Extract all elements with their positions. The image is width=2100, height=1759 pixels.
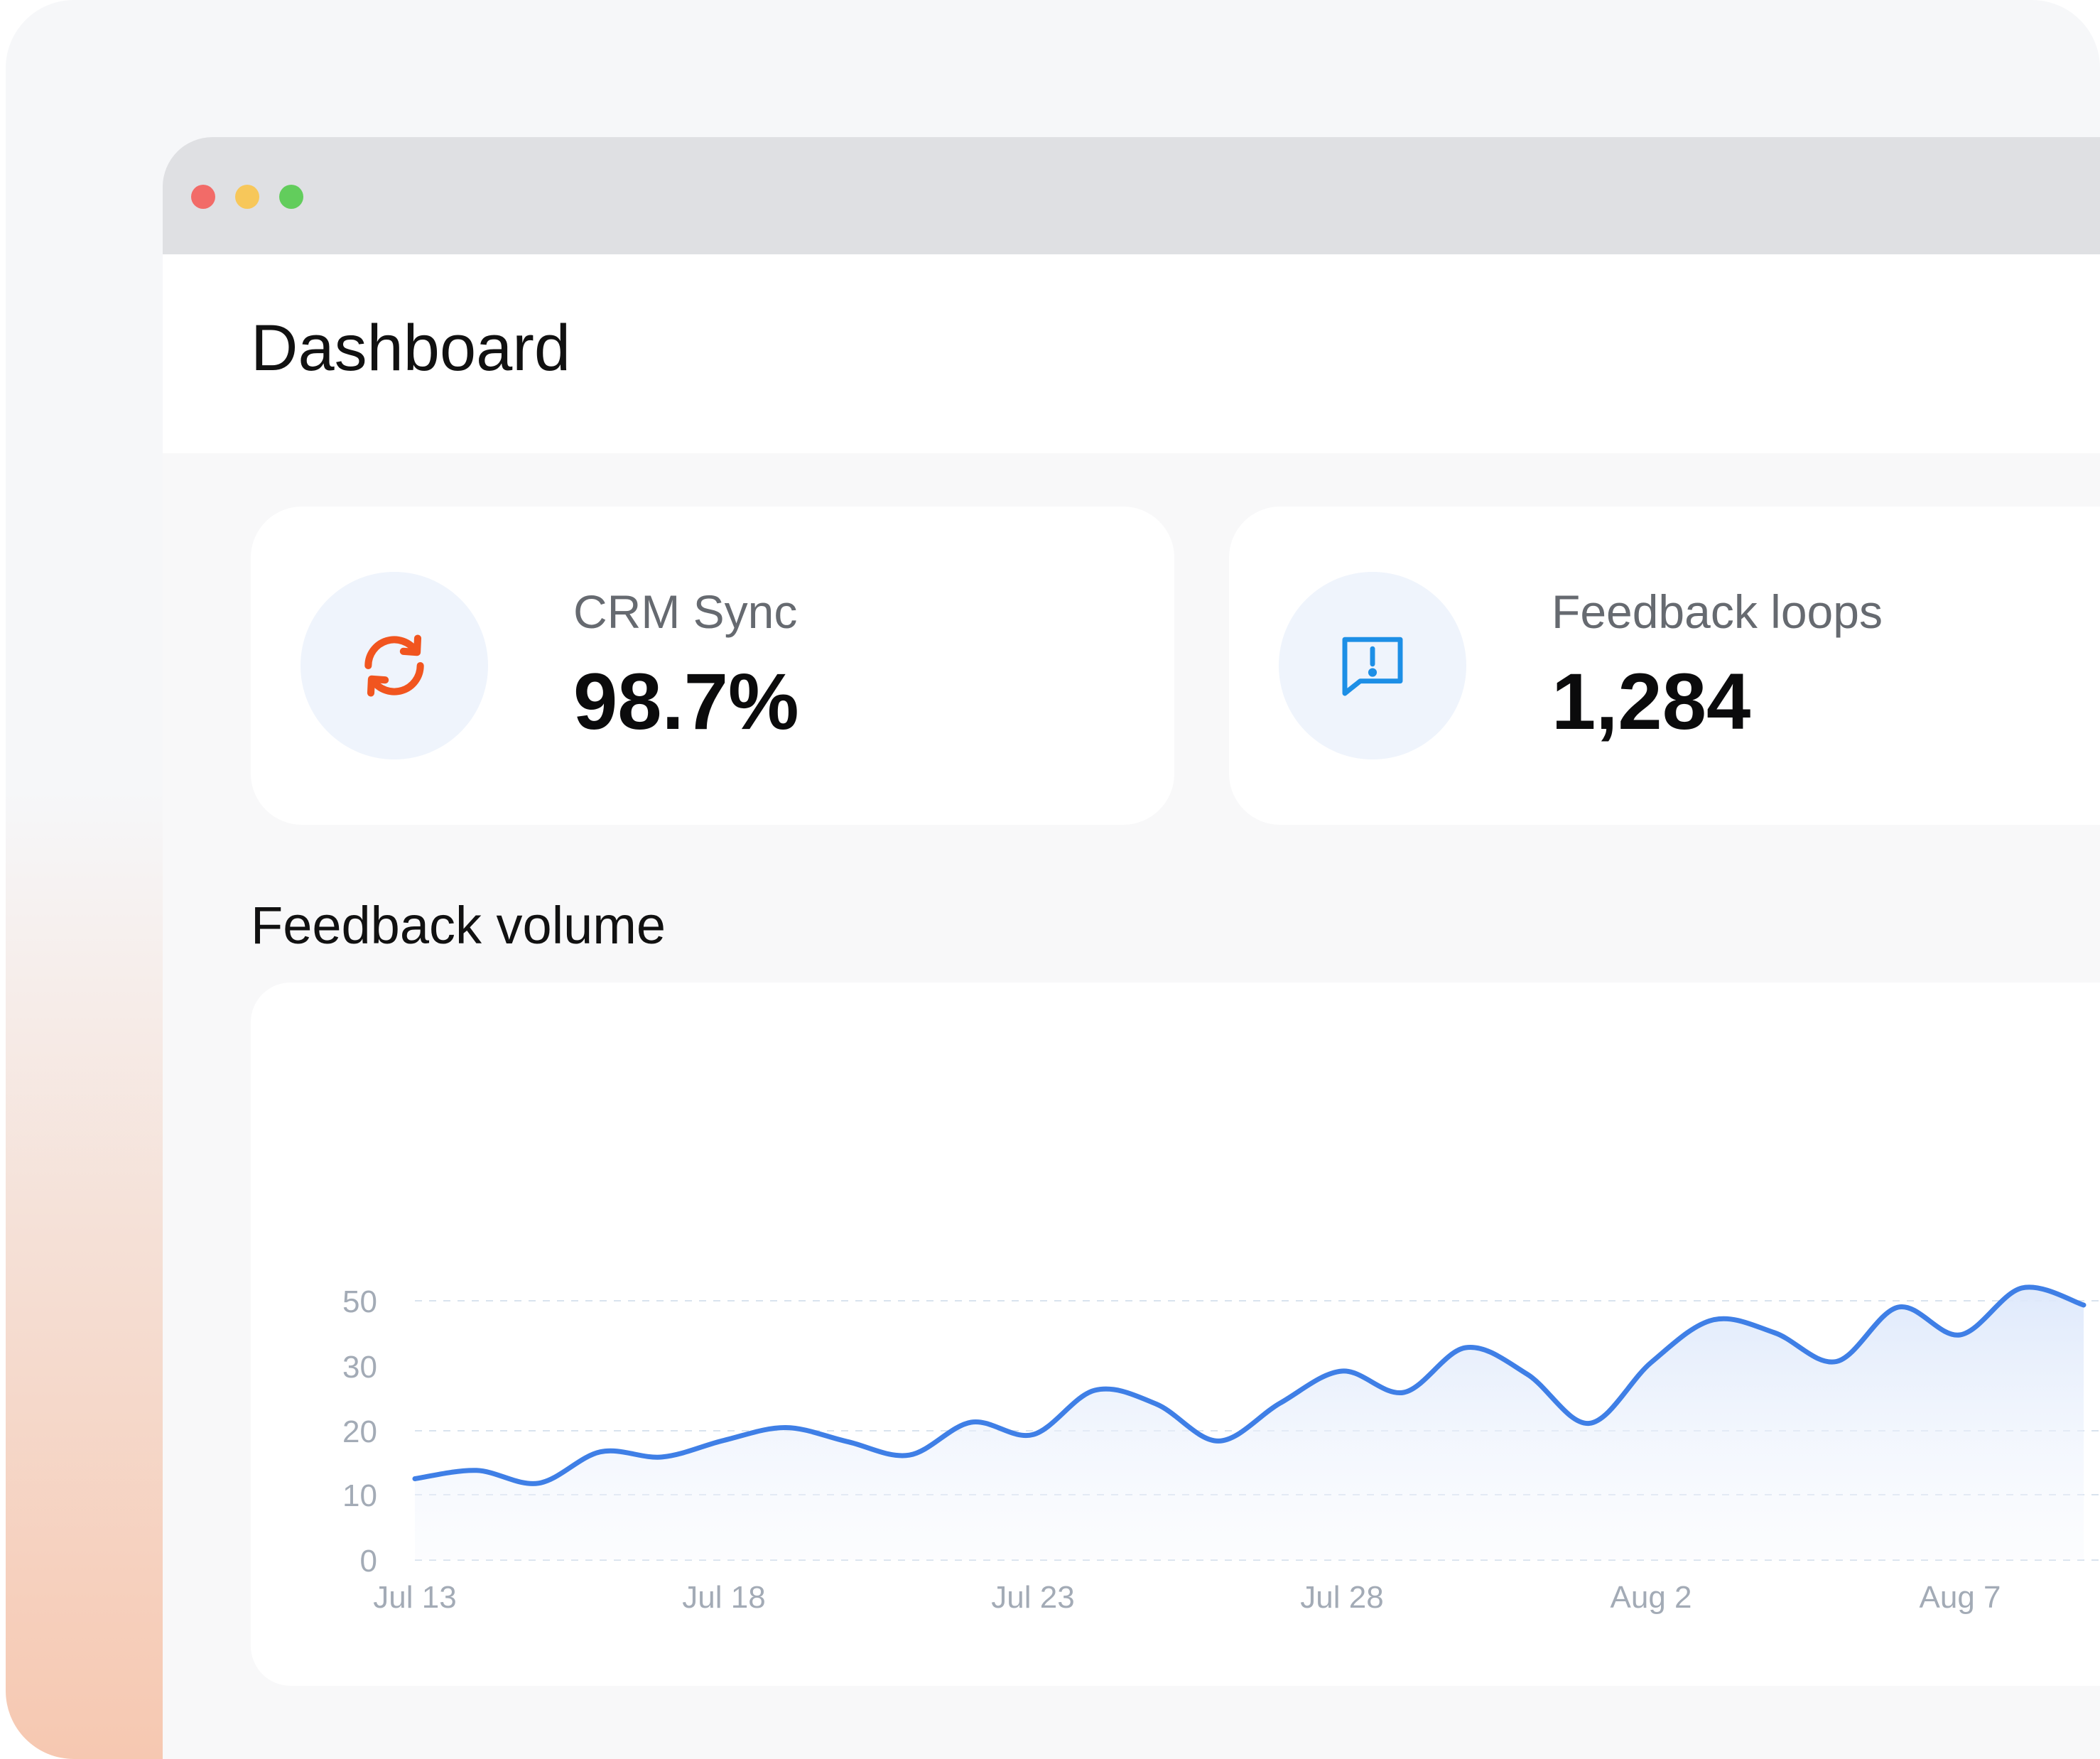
y-tick-label: 20 xyxy=(342,1414,377,1449)
page-header: Dashboard xyxy=(163,254,2100,453)
feedback-alert-icon xyxy=(1342,637,1403,696)
window-titlebar xyxy=(163,137,2100,254)
feedback-volume-chart: 0 10 20 30 50 Jul 13 Jul 18 Jul 23 Jul 28 Aug 2 A… xyxy=(251,983,2100,1686)
x-tick-label: Aug 2 xyxy=(1611,1580,1692,1615)
x-tick-label: Jul 23 xyxy=(991,1580,1074,1615)
page-title: Dashboard xyxy=(251,312,571,384)
close-window-button[interactable] xyxy=(191,185,215,209)
x-tick-label: Aug 7 xyxy=(1920,1580,2001,1615)
x-tick-label: Jul 28 xyxy=(1300,1580,1383,1615)
stat-icon-badge xyxy=(1279,572,1466,759)
stat-card-feedback-loops[interactable]: Feedback loops 1,284 xyxy=(1229,507,2100,825)
minimize-window-button[interactable] xyxy=(235,185,259,209)
stat-card-crm-sync[interactable]: CRM Sync 98.7% xyxy=(251,507,1174,825)
chart-canvas: 0 10 20 30 50 Jul 13 Jul 18 Jul 23 Jul 28 Aug 2 A… xyxy=(342,1284,2100,1615)
y-tick-label: 0 xyxy=(360,1544,377,1579)
maximize-window-button[interactable] xyxy=(279,185,303,209)
section-title: Feedback volume xyxy=(251,896,666,955)
stat-value: 98.7% xyxy=(573,657,799,746)
sync-icon xyxy=(364,634,424,697)
app-window: Dashboard CRM Sync 98.7% xyxy=(163,137,2100,1759)
x-tick-label: Jul 18 xyxy=(682,1580,765,1615)
stat-icon-badge xyxy=(301,572,488,759)
series-line xyxy=(412,1284,2087,1486)
y-tick-label: 30 xyxy=(342,1350,377,1385)
stat-label: CRM Sync xyxy=(573,585,798,638)
y-tick-label: 50 xyxy=(342,1284,377,1319)
y-tick-label: 10 xyxy=(342,1478,377,1513)
stat-label: Feedback loops xyxy=(1552,585,1883,638)
stat-value: 1,284 xyxy=(1552,657,1751,746)
x-tick-label: Jul 13 xyxy=(373,1580,456,1615)
app-frame: Dashboard CRM Sync 98.7% xyxy=(6,0,2100,1759)
series-area xyxy=(415,1287,2084,1560)
